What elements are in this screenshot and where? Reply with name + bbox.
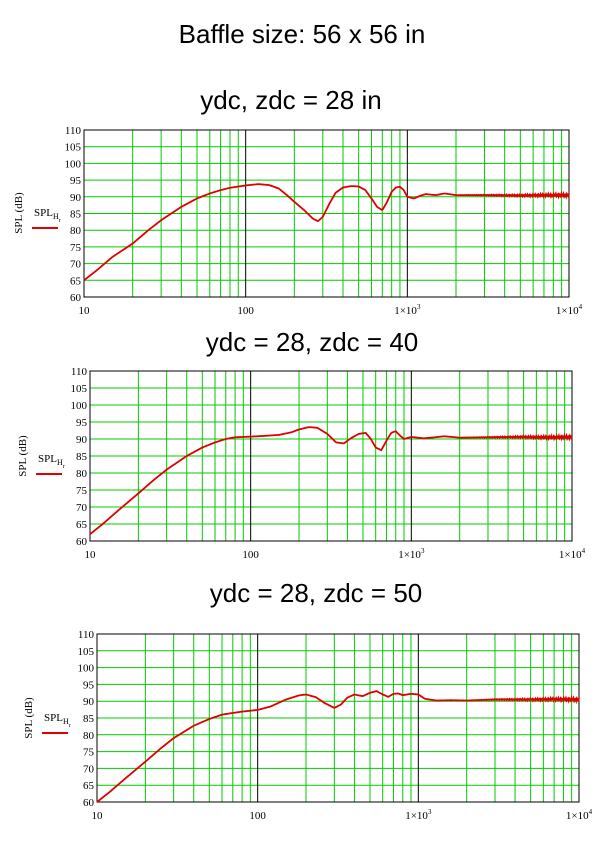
y-tick-label: 85	[83, 713, 95, 725]
legend: SPLHr	[42, 712, 71, 734]
legend-sub-h: H	[63, 717, 69, 726]
x-tick-label: 1×103	[405, 808, 432, 822]
y-tick-label: 65	[70, 275, 82, 287]
chart-2: ydc = 28, zdc = 40 60 65 70 75 80 85 90 95 100 105…	[17, 327, 586, 561]
legend-sub-r: r	[63, 464, 65, 470]
y-tick-label: 75	[76, 485, 88, 497]
y-tick-label: 95	[70, 175, 82, 187]
y-tick-label: 90	[76, 434, 88, 446]
y-tick-label: 100	[65, 158, 82, 170]
legend-sub-h: H	[53, 212, 59, 221]
y-tick-label: 80	[76, 468, 88, 480]
y-tick-label: 70	[70, 259, 82, 271]
y-tick-label: 85	[70, 209, 82, 221]
charts: ydc, zdc = 28 in 60 65 70 75 80 85 90 95 100 105 11…	[13, 85, 593, 822]
y-tick-label: 60	[70, 292, 82, 304]
series-line	[96, 690, 580, 803]
y-tick-label: 90	[70, 192, 82, 204]
x-tick-label: 1×104	[559, 547, 586, 561]
chart-title: ydc, zdc = 28 in	[200, 85, 381, 115]
x-tick-exponent: 4	[582, 547, 586, 555]
y-tick-label: 80	[70, 225, 82, 237]
x-tick-exponent: 4	[579, 303, 583, 311]
legend: SPLHr	[32, 207, 61, 229]
y-tick-label: 100	[78, 663, 95, 675]
x-tick-label: 10	[79, 305, 91, 317]
plot-frame	[96, 633, 580, 803]
x-tick-exponent: 4	[589, 808, 593, 816]
plot-frame	[89, 370, 573, 542]
x-tick-exponent: 3	[417, 303, 421, 311]
y-tick-label: 105	[65, 142, 82, 154]
y-tick-label: 80	[83, 730, 95, 742]
y-tick-label: 110	[65, 125, 82, 137]
plot-frame	[83, 129, 570, 298]
series-line	[83, 183, 570, 282]
x-tick-exponent: 3	[428, 808, 432, 816]
y-tick-label: 110	[78, 629, 95, 641]
legend-sub-h: H	[57, 458, 63, 467]
y-tick-label: 65	[83, 780, 95, 792]
y-tick-label: 85	[76, 451, 88, 463]
chart-title: ydc = 28, zdc = 50	[210, 578, 422, 608]
y-tick-label: 100	[71, 400, 88, 412]
x-tick-label: 1×104	[566, 808, 593, 822]
legend: SPLHr	[36, 453, 65, 475]
x-tick-label: 1×103	[398, 547, 425, 561]
x-tick-label: 100	[242, 549, 259, 561]
y-tick-label: 60	[76, 536, 88, 548]
x-tick-label: 10	[92, 810, 104, 822]
y-tick-label: 105	[71, 383, 88, 395]
x-tick-label: 100	[249, 810, 266, 822]
y-tick-label: 70	[76, 502, 88, 514]
y-tick-label: 65	[76, 519, 88, 531]
legend-sub-r: r	[59, 218, 61, 224]
x-tick-label: 100	[237, 305, 254, 317]
y-tick-label: 70	[83, 763, 95, 775]
y-axis-label: SPL (dB)	[23, 697, 35, 739]
y-tick-label: 60	[83, 797, 95, 809]
y-tick-label: 90	[83, 696, 95, 708]
y-tick-label: 75	[83, 747, 95, 759]
chart-3: ydc = 28, zdc = 50 60 65 70 75 80 85 90 95 100 105…	[23, 578, 593, 822]
legend-label: SPLHr	[38, 453, 65, 470]
legend-label: SPLHr	[44, 712, 71, 729]
chart-1: ydc, zdc = 28 in 60 65 70 75 80 85 90 95 100 105 11…	[13, 85, 583, 317]
y-tick-label: 75	[70, 242, 82, 254]
x-tick-label: 1×104	[556, 303, 583, 317]
y-axis-label: SPL (dB)	[17, 435, 29, 477]
page-title: Baffle size: 56 x 56 in	[179, 19, 426, 49]
chart-title: ydc = 28, zdc = 40	[206, 327, 418, 357]
legend-label: SPLHr	[34, 207, 61, 224]
y-tick-label: 95	[76, 417, 88, 429]
y-tick-label: 95	[83, 679, 95, 691]
series-line	[89, 426, 573, 535]
y-tick-label: 105	[78, 646, 95, 658]
legend-sub-r: r	[69, 723, 71, 729]
y-axis-label: SPL (dB)	[13, 192, 25, 234]
x-tick-label: 10	[85, 549, 97, 561]
x-tick-label: 1×103	[394, 303, 421, 317]
x-tick-exponent: 3	[421, 547, 425, 555]
y-tick-label: 110	[71, 366, 88, 378]
